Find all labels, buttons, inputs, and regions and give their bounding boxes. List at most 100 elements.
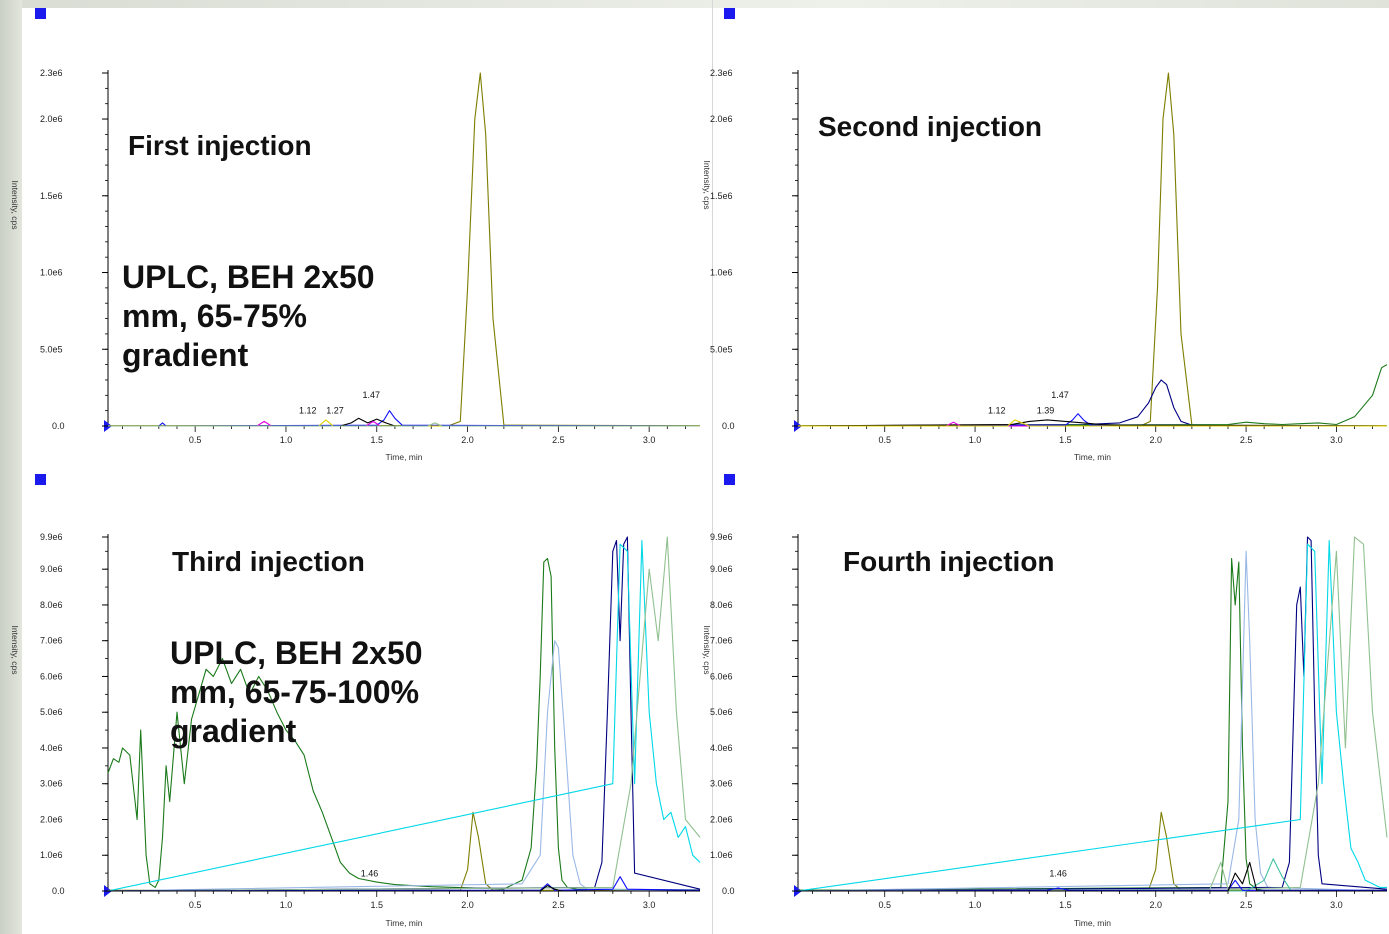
panel-2-series-navy xyxy=(797,379,1388,427)
panel-1-y-tick-label: 2.0e6 xyxy=(40,114,63,124)
panel-3-series-lightgreen xyxy=(107,536,701,892)
panel-3-series-lightblue xyxy=(107,640,701,892)
panel-3-y-tick-label: 9.9e6 xyxy=(40,532,63,542)
panel-2-series-blue xyxy=(797,413,1388,427)
panel-1-series-blue xyxy=(108,410,701,427)
panel-2-peak-label: 1.12 xyxy=(988,405,1006,415)
panel-3-y-tick-label: 6.0e6 xyxy=(40,671,63,681)
panel-1-y-tick-label: 5.0e5 xyxy=(40,344,63,354)
panel-1-y-tick-label: 1.0e6 xyxy=(40,268,63,278)
panel-marker-4 xyxy=(724,474,735,485)
panel-4-series-navy xyxy=(797,536,1388,892)
panel-4-x-axis-title: Time, min xyxy=(1074,918,1111,928)
panel-1-series-olive xyxy=(107,72,701,427)
panel-2-title: Second injection xyxy=(818,111,1043,142)
panel-1-title: First injection xyxy=(128,130,312,161)
panel-marker-2 xyxy=(724,8,735,19)
panel-4-series-black xyxy=(798,861,1387,892)
panel-4-y-tick-label: 3.0e6 xyxy=(710,779,733,789)
panel-2-y-tick-label: 1.5e6 xyxy=(710,191,733,201)
panel-3-y-tick-label: 4.0e6 xyxy=(40,743,63,753)
panel-4-x-tick-label: 1.0 xyxy=(969,900,982,910)
panel-4-y-tick-label: 1.0e6 xyxy=(710,850,733,860)
panel-4-series-lightgreen xyxy=(797,536,1388,892)
panel-4-y-tick-label: 4.0e6 xyxy=(710,743,733,753)
panel-2-y-axis-title: Intensity, cps xyxy=(702,161,712,210)
panel-3-title: Third injection xyxy=(172,546,365,577)
panel-2-x-axis-title: Time, min xyxy=(1074,452,1111,462)
panel-4-y-tick-label: 2.0e6 xyxy=(710,814,733,824)
panel-3-x-tick-label: 2.0 xyxy=(461,900,474,910)
panel-1-peak-label: 1.12 xyxy=(299,405,317,415)
panel-4-y-tick-label: 9.9e6 xyxy=(710,532,733,542)
panel-3-series-black xyxy=(108,885,700,892)
panel-3-x-axis-title: Time, min xyxy=(386,918,423,928)
panel-3-series-green xyxy=(107,557,701,891)
panel-2-series-yellow xyxy=(798,419,1387,427)
panel-2-x-tick-label: 1.0 xyxy=(969,435,982,445)
panel-1-x-tick-label: 0.5 xyxy=(189,435,202,445)
panel-4-series-blue xyxy=(797,879,1387,892)
panel-1-x-tick-label: 2.0 xyxy=(461,435,474,445)
panel-2-x-tick-label: 3.0 xyxy=(1330,435,1343,445)
panel-4-x-tick-label: 1.5 xyxy=(1059,900,1072,910)
panel-3-series-olive xyxy=(108,811,700,891)
panel-3-y-tick-label: 7.0e6 xyxy=(40,636,63,646)
panel-3-y-tick-label: 5.0e6 xyxy=(40,707,63,717)
panel-3-x-tick-label: 0.5 xyxy=(189,900,202,910)
panel-2-peak-label: 1.39 xyxy=(1037,405,1055,415)
panel-4-y-tick-label: 8.0e6 xyxy=(710,600,733,610)
panel-1-description: UPLC, BEH 2x50 mm, 65-75% gradient xyxy=(122,259,375,374)
panel-2-y-tick-label: 1.0e6 xyxy=(710,268,733,278)
panel-4-series-lightblue xyxy=(797,550,1388,892)
panel-3-series-cyan xyxy=(107,540,701,892)
panel-2-x-tick-label: 1.5 xyxy=(1059,435,1072,445)
panel-1-series-lightgreen xyxy=(108,422,700,427)
panel-2-series-black xyxy=(797,419,1388,427)
panel-4-x-tick-label: 0.5 xyxy=(878,900,891,910)
panel-4-x-tick-label: 2.5 xyxy=(1240,900,1253,910)
panel-3-y-tick-label: 0.0 xyxy=(52,886,65,896)
panel-3-description: UPLC, BEH 2x50 mm, 65-75-100% gradient xyxy=(170,635,423,750)
panel-1-x-tick-label: 1.0 xyxy=(280,435,293,445)
panel-4-y-tick-label: 9.0e6 xyxy=(710,564,733,574)
panel-3-y-tick-label: 1.0e6 xyxy=(40,850,63,860)
panel-3-x-tick-label: 1.5 xyxy=(371,900,384,910)
panel-4-y-tick-label: 0.0 xyxy=(722,886,735,896)
panel-3-y-tick-label: 9.0e6 xyxy=(40,564,63,574)
panel-4-y-tick-label: 6.0e6 xyxy=(710,671,733,681)
panel-3-x-tick-label: 3.0 xyxy=(643,900,656,910)
panel-1-x-tick-label: 2.5 xyxy=(552,435,565,445)
panel-4-title: Fourth injection xyxy=(843,546,1055,577)
panel-1-x-tick-label: 1.5 xyxy=(371,435,384,445)
panel-4-y-tick-label: 7.0e6 xyxy=(710,636,733,646)
panel-marker-1 xyxy=(35,8,46,19)
panel-1-series-black xyxy=(108,417,700,427)
panel-2-y-tick-label: 5.0e5 xyxy=(710,344,733,354)
panel-1-peak-label: 1.47 xyxy=(363,390,381,400)
panel-3-y-tick-label: 2.0e6 xyxy=(40,814,63,824)
panel-3-series-blue xyxy=(107,876,701,892)
panel-1-x-tick-label: 3.0 xyxy=(643,435,656,445)
panel-1-y-tick-label: 0.0 xyxy=(52,421,65,431)
panel-divider xyxy=(712,0,713,934)
panel-4-peak-label: 1.46 xyxy=(1049,869,1067,879)
panel-4-x-tick-label: 2.0 xyxy=(1149,900,1162,910)
panel-3-y-tick-label: 3.0e6 xyxy=(40,779,63,789)
panel-2-y-tick-label: 0.0 xyxy=(722,421,735,431)
panel-2-peak-label: 1.47 xyxy=(1051,390,1069,400)
panel-3-x-tick-label: 1.0 xyxy=(280,900,293,910)
panel-2-y-tick-label: 2.0e6 xyxy=(710,114,733,124)
panel-3-y-axis-title: Intensity, cps xyxy=(10,626,20,675)
panel-2-x-tick-label: 2.0 xyxy=(1149,435,1162,445)
panel-1-y-tick-label: 1.5e6 xyxy=(40,191,63,201)
panel-4-x-tick-label: 3.0 xyxy=(1330,900,1343,910)
panel-2-series-green xyxy=(797,364,1388,427)
panel-4-y-axis-title: Intensity, cps xyxy=(702,626,712,675)
panel-2-series-olive xyxy=(797,72,1388,427)
panel-4-y-tick-label: 5.0e6 xyxy=(710,707,733,717)
panel-2-y-tick-label: 2.3e6 xyxy=(710,68,733,78)
panel-1-y-axis-title: Intensity, cps xyxy=(10,181,20,230)
panel-2-x-tick-label: 2.5 xyxy=(1240,435,1253,445)
panel-2-x-tick-label: 0.5 xyxy=(878,435,891,445)
